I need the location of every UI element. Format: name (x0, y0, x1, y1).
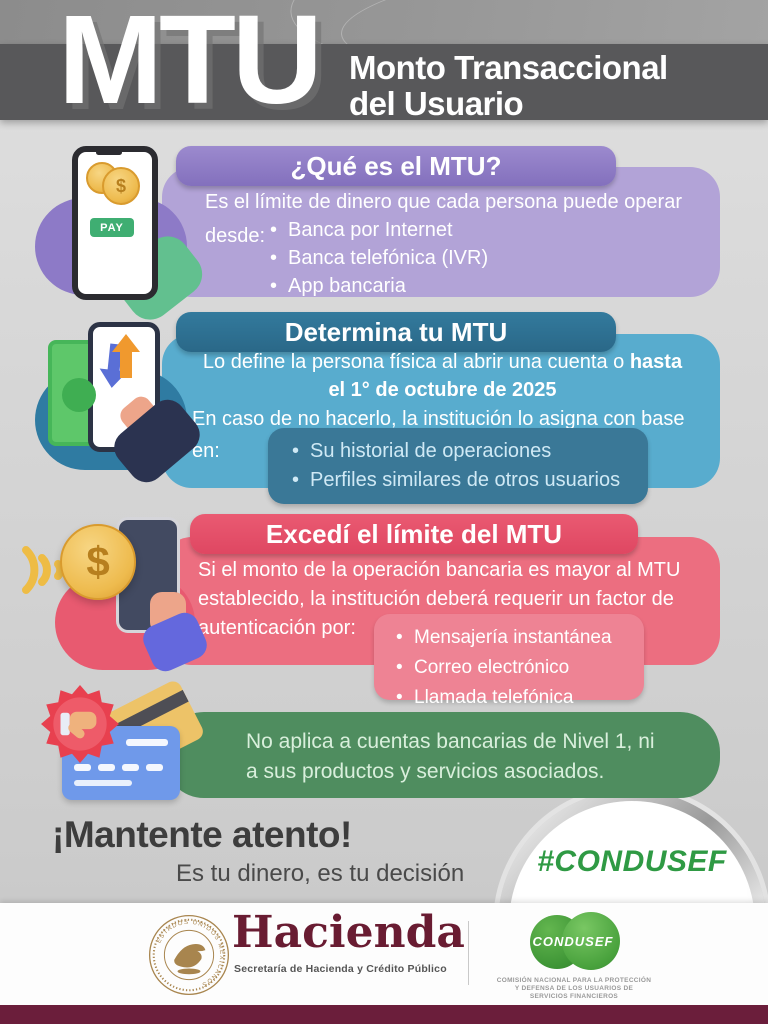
exception-text: No aplica a cuentas bancarias de Nivel 1… (246, 727, 655, 787)
footer-logos-band: ESTADOS UNIDOS MEXICANOS Hacienda Secret… (0, 903, 768, 1005)
coin-dollar-icon: $ (102, 167, 140, 205)
exceeded-factors-box: Mensajería instantánea Correo electrónic… (374, 614, 644, 713)
bullet-item: Su historial de operaciones (290, 437, 620, 466)
determine-body: Lo define la persona física al abrir una… (170, 348, 715, 404)
determine-title: Determina tu MTU (176, 312, 616, 352)
logo-divider (468, 921, 469, 985)
mexico-eagle-seal-icon: ESTADOS UNIDOS MEXICANOS (148, 914, 230, 996)
condusef-logo-circle (562, 912, 620, 970)
condusef-logo-name: CONDUSEF (532, 934, 614, 949)
bullet-item: Perfiles similares de otros usuarios (290, 466, 620, 495)
dollar-coin-icon: $ (60, 524, 136, 600)
bullet-item: Llamada telefónica (394, 683, 612, 713)
what-title: ¿Qué es el MTU? (176, 146, 616, 186)
decorative-arc (286, 0, 768, 44)
card-detail (126, 739, 168, 746)
exceeded-line1: Si el monto de la operación bancaria es … (198, 559, 681, 581)
exception-line1: No aplica a cuentas bancarias de Nivel 1… (246, 730, 655, 753)
pay-button-icon: PAY (90, 218, 134, 237)
determine-line3-label: en: (192, 440, 220, 462)
closing-headline: ¡Mantente atento! (52, 814, 352, 855)
determine-criteria-box: Su historial de operaciones Perfiles sim… (268, 428, 648, 504)
what-intro: Es el límite de dinero que cada persona … (205, 191, 682, 213)
card-detail (74, 780, 132, 786)
footer-maroon-band (0, 1005, 768, 1024)
exceeded-bullets: Mensajería instantánea Correo electrónic… (394, 623, 612, 713)
bullet-item: Banca telefónica (IVR) (268, 244, 488, 272)
condusef-logo-subtitle: COMISIÓN NACIONAL PARA LA PROTECCIÓN Y D… (488, 977, 660, 1001)
bullet-item: Mensajería instantánea (394, 623, 612, 653)
closing-subline: Es tu dinero, es tu decisión (176, 860, 465, 887)
what-intro-label: desde: (205, 225, 266, 247)
page-title-line2: del Usuario (349, 85, 524, 123)
mtu-acronym: MTU (58, 0, 323, 130)
hacienda-logo-subtitle: Secretaría de Hacienda y Crédito Público (234, 963, 447, 975)
header-dark-band (0, 44, 768, 120)
exceeded-line2: establecido, la institución deberá reque… (198, 588, 674, 610)
condusef-subtitle-line: SERVICIOS FINANCIEROS (529, 993, 619, 1000)
transfer-arrows-icon (99, 334, 140, 388)
exceeded-title: Excedí el límite del MTU (190, 514, 638, 554)
bullet-item: App bancaria (268, 272, 488, 300)
page-title: Monto Transaccional del Usuario (349, 49, 668, 123)
determine-bullets: Su historial de operaciones Perfiles sim… (290, 437, 620, 495)
condusef-hashtag: #CONDUSEF (537, 845, 727, 878)
phone-notch (96, 150, 122, 155)
what-bullets: Banca por Internet Banca telefónica (IVR… (268, 216, 488, 300)
determine-line2-bold: el 1° de octubre de 2025 (328, 379, 557, 401)
thumbs-down-badge-icon (41, 685, 119, 763)
exception-box: No aplica a cuentas bancarias de Nivel 1… (164, 712, 720, 798)
money-bill-center (62, 378, 96, 412)
exceeded-body: Si el monto de la operación bancaria es … (198, 556, 713, 643)
bullet-item: Banca por Internet (268, 216, 488, 244)
exceeded-line3: autenticación por: (198, 617, 356, 639)
card-number-dashes (74, 764, 174, 771)
condusef-subtitle-line: COMISIÓN NACIONAL PARA LA PROTECCIÓN (496, 977, 652, 984)
determine-line1: Lo define la persona física al abrir una… (202, 351, 625, 373)
bullet-item: Correo electrónico (394, 653, 612, 683)
determine-line1-bold: hasta (629, 351, 683, 373)
page-title-line1: Monto Transaccional (349, 49, 668, 86)
header-top-band (0, 0, 768, 44)
determine-line3: En caso de no hacerlo, la institución lo… (192, 408, 685, 430)
hacienda-logo-name: Hacienda (232, 907, 465, 958)
condusef-subtitle-line: Y DEFENSA DE LOS USUARIOS DE (514, 985, 634, 992)
exception-line2: a sus productos y servicios asociados. (246, 760, 605, 783)
